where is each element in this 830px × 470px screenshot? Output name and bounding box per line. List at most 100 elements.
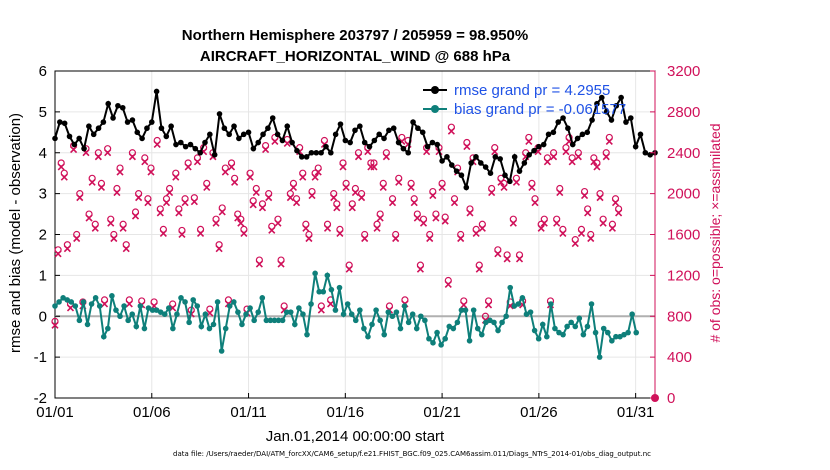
obs-assimilated-marker bbox=[302, 224, 310, 232]
rmse-point bbox=[148, 119, 155, 125]
rmse-point bbox=[269, 115, 276, 121]
obs-assimilated-marker bbox=[172, 173, 180, 181]
bias-point bbox=[247, 305, 253, 311]
obs-assimilated-marker bbox=[472, 229, 480, 237]
obs-assimilated-marker bbox=[314, 168, 322, 176]
rmse-point bbox=[589, 117, 595, 123]
obs-assimilated-marker bbox=[559, 229, 567, 237]
axis-ticks: 01/01 01/06 01/11 01/16 01/21 01/26 01/31 -2 -1 0… bbox=[34, 63, 701, 421]
bias-point bbox=[72, 303, 79, 309]
obs-assimilated-marker bbox=[444, 280, 452, 289]
bias-point bbox=[182, 299, 188, 305]
rmse-point bbox=[211, 151, 218, 158]
obs-assimilated-marker bbox=[494, 250, 502, 258]
x-tick-label: 01/26 bbox=[520, 404, 558, 421]
bias-point bbox=[121, 303, 127, 309]
rmse-point bbox=[415, 125, 421, 132]
obs-assimilated-marker bbox=[107, 219, 115, 227]
obs-assimilated-marker bbox=[395, 178, 403, 186]
bias-point bbox=[519, 295, 526, 301]
rmse-point bbox=[245, 129, 252, 136]
obs-assimilated-marker bbox=[342, 183, 350, 191]
rmse-point bbox=[618, 94, 624, 101]
rmse-point bbox=[448, 162, 455, 168]
obs-assimilated-marker bbox=[255, 260, 263, 268]
rmse-point bbox=[598, 94, 605, 101]
obs-assimilated-marker bbox=[268, 226, 276, 234]
rmse-point bbox=[478, 160, 484, 166]
obs-assimilated-marker bbox=[262, 146, 270, 154]
bias-point bbox=[393, 309, 400, 315]
obs-assimilated-marker bbox=[265, 194, 273, 202]
rmse-point bbox=[531, 147, 537, 154]
rmse-point bbox=[545, 131, 552, 138]
obs-assimilated-marker bbox=[330, 194, 338, 202]
obs-assimilated-marker bbox=[537, 224, 545, 232]
obs-assimilated-marker bbox=[190, 198, 198, 206]
bias-point bbox=[381, 331, 388, 338]
bias-point bbox=[592, 329, 599, 336]
bias-point bbox=[344, 301, 351, 307]
bias-point bbox=[141, 325, 148, 332]
obs-assimilated-marker bbox=[51, 321, 59, 329]
obs-assimilated-marker bbox=[525, 137, 533, 145]
bias-point bbox=[491, 319, 497, 326]
bias-point bbox=[84, 321, 91, 328]
bias-point bbox=[576, 315, 583, 322]
obs-assimilated-marker bbox=[491, 148, 499, 156]
bias-point bbox=[52, 303, 58, 309]
bias-point bbox=[426, 335, 432, 342]
y-tick-label-left: -2 bbox=[34, 390, 47, 407]
obs-assimilated-marker bbox=[441, 217, 449, 225]
bias-point bbox=[413, 325, 420, 332]
rmse-point bbox=[236, 135, 242, 142]
bias-point bbox=[588, 301, 595, 307]
obs-assimilated-marker bbox=[88, 178, 96, 186]
obs-assimilated-marker bbox=[376, 214, 384, 222]
obs-assimilated-marker bbox=[277, 260, 285, 268]
rmse-point bbox=[386, 127, 392, 134]
rmse-point bbox=[642, 149, 649, 156]
obs-assimilated-marker bbox=[580, 192, 589, 200]
obs-assimilated-marker bbox=[305, 234, 313, 243]
obs-assimilated-marker bbox=[327, 300, 335, 308]
obs-assimilated-marker bbox=[345, 265, 353, 273]
obs-assimilated-marker bbox=[608, 224, 616, 232]
rmse-point bbox=[221, 125, 228, 132]
rmse-point bbox=[216, 111, 223, 117]
bias-point bbox=[324, 272, 331, 279]
bias-point bbox=[76, 317, 83, 324]
obs-assimilated-marker bbox=[571, 240, 579, 248]
obs-assimilated-marker bbox=[509, 219, 517, 227]
obs-assimilated-marker bbox=[212, 219, 220, 227]
bias-point bbox=[580, 331, 587, 338]
rmse-point bbox=[463, 184, 470, 191]
rmse-point bbox=[163, 133, 170, 140]
x-tick-label: 01/21 bbox=[423, 404, 461, 421]
obs-assimilated-marker bbox=[484, 301, 493, 309]
bias-point bbox=[401, 303, 408, 309]
obs-assimilated-marker bbox=[91, 224, 99, 232]
y-tick-label-left: 6 bbox=[39, 63, 47, 80]
bias-point bbox=[92, 295, 99, 301]
rmse-point bbox=[540, 141, 547, 148]
rmse-point bbox=[579, 131, 586, 138]
obs-assimilated-marker bbox=[599, 219, 607, 227]
bias-point bbox=[609, 337, 615, 344]
rmse-point bbox=[482, 164, 489, 170]
rmse-point bbox=[76, 135, 82, 142]
bias-point bbox=[214, 299, 221, 305]
rmse-point bbox=[468, 160, 474, 166]
y-tick-label-right: 400 bbox=[667, 349, 692, 366]
bias-point bbox=[633, 329, 640, 336]
obs-assimilated-marker bbox=[76, 194, 84, 202]
rmse-point bbox=[318, 149, 324, 156]
bias-point bbox=[352, 317, 359, 324]
bias-point bbox=[292, 321, 298, 328]
rmse-point bbox=[158, 125, 165, 132]
obs-assimilated-marker bbox=[66, 304, 75, 312]
bias-point bbox=[527, 309, 534, 315]
rmse-point bbox=[473, 154, 479, 160]
rmse-point bbox=[526, 151, 532, 158]
